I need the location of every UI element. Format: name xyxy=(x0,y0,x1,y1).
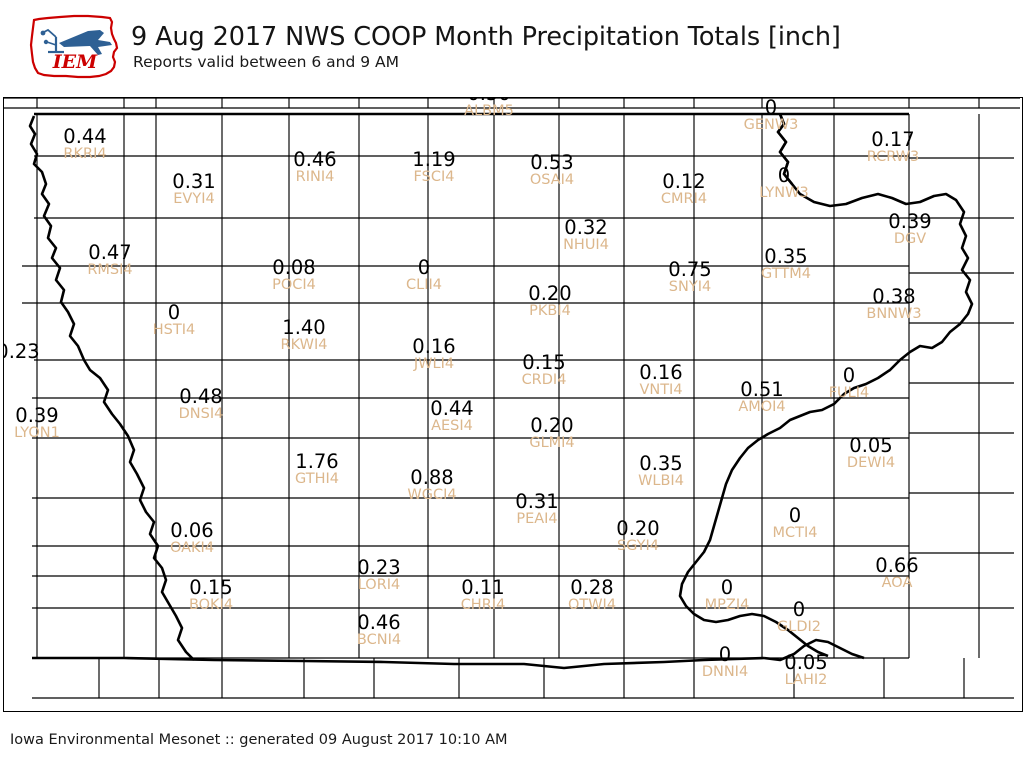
anemometer-cup-arm xyxy=(43,28,57,38)
iowa-missouri-southeast-border xyxy=(763,638,865,662)
logo-wordmark: IEM xyxy=(52,51,98,73)
missouri-river-border xyxy=(28,115,195,661)
county-boundaries xyxy=(4,98,1020,699)
iowa-south-border xyxy=(32,656,765,670)
page-subtitle: Reports valid between 6 and 9 AM xyxy=(133,53,400,71)
footer-credit: Iowa Environmental Mesonet :: generated … xyxy=(10,732,508,748)
anemometer-arm-2 xyxy=(46,41,57,46)
wind-vane-shape xyxy=(59,30,112,55)
anemometer-cup xyxy=(40,30,46,36)
map-geometry xyxy=(4,98,1020,699)
iem-logo: IEM xyxy=(26,12,124,82)
precipitation-map[interactable]: 0.50ALBM50GENW30.44RKRI40.17RCRW30.46RIN… xyxy=(3,97,1023,712)
page-header: IEM 9 Aug 2017 NWS COOP Month Precipitat… xyxy=(0,0,1024,92)
page-title: 9 Aug 2017 NWS COOP Month Precipitation … xyxy=(131,22,841,52)
iem-logo-svg: IEM xyxy=(29,14,119,79)
anemometer-cup-2 xyxy=(43,39,49,45)
state-boundaries xyxy=(28,112,974,670)
page-footer: Iowa Environmental Mesonet :: generated … xyxy=(0,712,1024,768)
mississippi-river-border xyxy=(678,113,974,658)
minnesota-wisconsin-border xyxy=(776,113,794,185)
